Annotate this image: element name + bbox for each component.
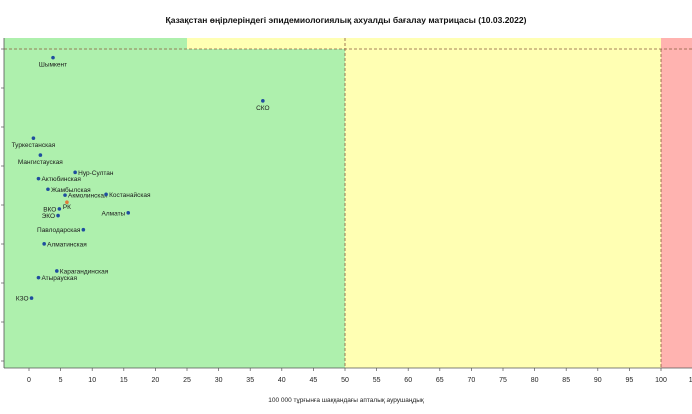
- x-tick-label: 75: [499, 377, 507, 384]
- point-label: Алматы: [102, 210, 126, 217]
- chart-title: Қазақстан өңірлеріндегі эпидемиологиялық…: [165, 15, 527, 25]
- data-point: [36, 176, 41, 181]
- x-tick-label: 55: [373, 377, 381, 384]
- x-tick-label: 30: [215, 377, 223, 384]
- point-label: Атырауская: [41, 275, 77, 282]
- data-point: [65, 200, 69, 205]
- x-tick-label: 65: [436, 377, 444, 384]
- x-tick-label: 90: [594, 377, 602, 384]
- point-label: Актюбинская: [41, 175, 81, 183]
- data-point: [126, 211, 131, 215]
- point-label: Костанайская: [109, 191, 151, 199]
- point-label: РК: [63, 204, 71, 211]
- x-tick-label: 25: [183, 377, 191, 384]
- x-tick-label: 50: [341, 377, 349, 384]
- x-tick-label: 100: [655, 377, 667, 384]
- point-label: Павлодарская: [37, 227, 81, 234]
- data-point: [46, 187, 50, 192]
- x-tick-label: 0: [27, 377, 31, 384]
- point-label: Жамбылская: [51, 186, 91, 194]
- x-axis-label: 100 000 тұрғынға шаққандағы апталық ауру…: [268, 397, 424, 404]
- data-point: [51, 55, 55, 60]
- data-point: [73, 170, 77, 175]
- data-point: [57, 207, 62, 211]
- data-point: [55, 269, 59, 273]
- point-label: Нур-Султан: [78, 170, 114, 177]
- point-label: Акмолинская: [68, 193, 108, 200]
- x-tick-label: 45: [310, 377, 318, 384]
- point-label: Мангистауская: [18, 159, 63, 166]
- zone-yellow: [345, 38, 661, 368]
- x-tick-label: 95: [626, 377, 634, 384]
- zone-top-strip: [187, 38, 345, 49]
- x-tick-label: 5: [59, 377, 63, 384]
- point-label: Алматинская: [47, 241, 87, 248]
- point-label: Туркестанская: [12, 142, 56, 149]
- data-point: [56, 213, 60, 218]
- data-point: [81, 227, 86, 232]
- x-tick-label: 10: [689, 377, 692, 384]
- point-label: КЗО: [16, 296, 29, 303]
- data-point: [261, 99, 265, 103]
- zone-red: [661, 38, 692, 368]
- point-label: СКО: [256, 105, 269, 112]
- x-tick-label: 85: [562, 377, 570, 384]
- point-label: ЭКО: [42, 213, 55, 220]
- x-tick-label: 15: [120, 377, 128, 384]
- x-tick-label: 60: [404, 377, 412, 384]
- data-point: [29, 296, 34, 300]
- data-point: [38, 153, 43, 157]
- x-tick-label: 35: [246, 377, 254, 384]
- data-point: [63, 193, 67, 197]
- data-point: [42, 242, 46, 246]
- x-tick-label: 20: [152, 377, 160, 384]
- point-label: Карагандинская: [60, 268, 109, 275]
- data-point: [36, 275, 41, 280]
- point-label: ВКО: [43, 206, 56, 213]
- x-tick-label: 40: [278, 377, 286, 384]
- data-point: [31, 136, 36, 140]
- data-point: [104, 192, 108, 197]
- x-tick-label: 80: [531, 377, 539, 384]
- zone-green: [4, 38, 345, 368]
- point-label: Шымкент: [39, 62, 67, 69]
- x-tick-label: 70: [468, 377, 476, 384]
- x-tick-label: 10: [88, 377, 96, 384]
